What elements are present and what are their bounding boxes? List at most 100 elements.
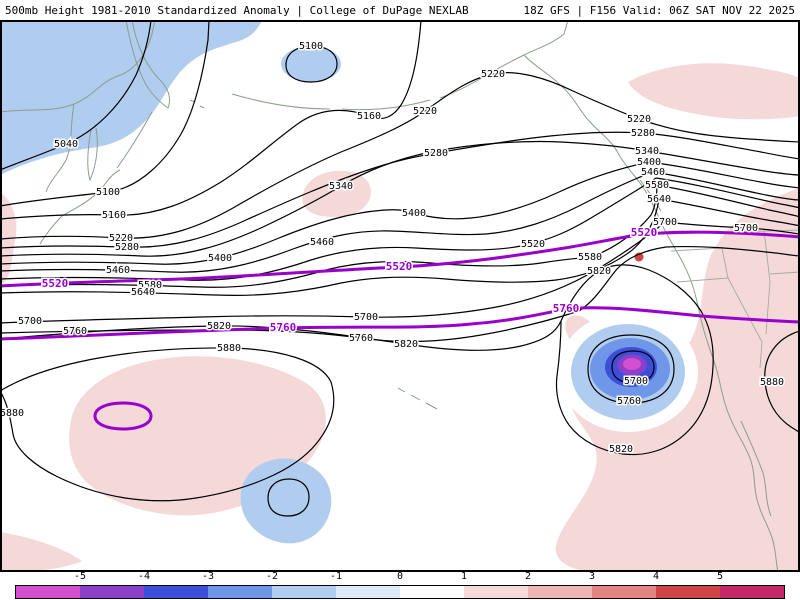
contour-label: 5460: [310, 237, 334, 248]
colorbar-segment: [656, 586, 720, 598]
climo-contour-5520: [0, 230, 800, 288]
climo-contour-label: 5760: [270, 321, 297, 334]
colorbar-tick-label: -1: [329, 571, 343, 582]
model-valid-time: 18Z GFS | F156 Valid: 06Z SAT NOV 22 202…: [523, 3, 795, 17]
colorbar-segment: [80, 586, 144, 598]
contour-label: 5760: [349, 333, 373, 344]
contour-label: 5700: [624, 376, 648, 387]
positive-anomaly-southwest-corner: [0, 532, 82, 572]
contour-5160: [0, 20, 422, 220]
contour-5400: [0, 161, 800, 265]
climo-contour-label: 5520: [386, 260, 413, 273]
colorbar: [15, 585, 785, 599]
contour-label: 5220: [627, 114, 651, 125]
commander-islands: [189, 99, 205, 109]
sakhalin-island: [87, 127, 98, 182]
contour-label: 5820: [587, 266, 611, 277]
contour-5340: [0, 140, 800, 257]
contour-label: 5580: [645, 180, 669, 191]
contour-label: 5880: [760, 377, 784, 388]
climo-closed-oval: [93, 401, 153, 431]
contour-label: 5820: [609, 444, 633, 455]
colorbar-tick-label: 4: [652, 571, 660, 582]
contour-label: 5220: [481, 69, 505, 80]
contour-label: 5460: [106, 265, 130, 276]
contour-5700-cutoff-ring: [611, 350, 655, 384]
contour-label: 5280: [631, 128, 655, 139]
colorbar-tick-label: 1: [460, 571, 468, 582]
contour-label: 5460: [641, 167, 665, 178]
contour-5220: [0, 72, 800, 240]
contour-label: 5700: [734, 223, 758, 234]
colorbar-tick-label: -5: [73, 571, 87, 582]
anomaly-shading: [0, 20, 800, 572]
colorbar-tick-label: -2: [265, 571, 279, 582]
contour-label: 5220: [413, 106, 437, 117]
contour-5880-closed-high: [0, 347, 335, 502]
contour-closed-south-central: [267, 478, 310, 517]
negative-anomaly-northwest-pacific: [0, 20, 262, 175]
hawaii-islands: [397, 387, 438, 410]
colorbar-segment: [528, 586, 592, 598]
alaska-coast: [523, 20, 619, 154]
contour-label: 5280: [115, 242, 139, 253]
contour-label: 5580: [138, 280, 162, 291]
siberia-coast: [0, 20, 156, 113]
colorbar-segment: [336, 586, 400, 598]
contour-5700: [0, 221, 800, 324]
colorbar-segment: [144, 586, 208, 598]
contour-label: 5340: [635, 146, 659, 157]
contour-label: 5820: [394, 339, 418, 350]
height-contours: [0, 20, 800, 517]
contour-label: 5640: [647, 194, 671, 205]
contour-label: 5100: [96, 187, 120, 198]
contour-label: 5700: [18, 316, 42, 327]
colorbar-segment: [208, 586, 272, 598]
contour-5820: [0, 264, 714, 456]
contour-label: 5520: [521, 239, 545, 250]
contour-label: 5580: [578, 252, 602, 263]
title-bar: 500mb Height 1981-2010 Standardized Anom…: [0, 0, 800, 20]
north-america-coast: [617, 152, 779, 572]
positive-anomaly-dateline-patch: [302, 170, 371, 217]
colorbar-tick-label: 5: [716, 571, 724, 582]
contour-label: 5700: [354, 312, 378, 323]
contour-5640: [0, 198, 800, 296]
contour-label: 5640: [131, 287, 155, 298]
contour-5580: [0, 184, 800, 288]
contour-label: 5100: [299, 41, 323, 52]
contour-label: 5160: [102, 210, 126, 221]
cutoff-low-core: [623, 358, 641, 370]
contour-label: 5220: [109, 233, 133, 244]
climo-contour-label: 5520: [631, 226, 658, 239]
colorbar-tick-label: 2: [524, 571, 532, 582]
colorbar-segment: [272, 586, 336, 598]
okhotsk-coast: [45, 103, 75, 193]
contour-label: 5280: [424, 148, 448, 159]
map-title: 500mb Height 1981-2010 Standardized Anom…: [5, 3, 469, 17]
contour-label: 5760: [63, 326, 87, 337]
colorbar-segment: [400, 586, 464, 598]
colorbar-segment: [592, 586, 656, 598]
contour-5100-closed-low: [285, 45, 338, 83]
contour-label: 5880: [217, 343, 241, 354]
positive-anomaly-left-edge: [0, 192, 17, 286]
climo-contour-label: 5520: [42, 277, 69, 290]
colorbar-tick-label: -4: [137, 571, 151, 582]
kuril-islands: [116, 111, 153, 169]
baja-california: [740, 420, 772, 517]
contour-label: 5400: [208, 253, 232, 264]
colorbar-segment: [16, 586, 80, 598]
contour-5760-cutoff-ring: [587, 334, 675, 404]
japan-coast: [61, 169, 121, 217]
negative-anomaly-aleutian-low: [281, 46, 341, 82]
contour-label: 5820: [207, 321, 231, 332]
vancouver-island: [639, 179, 662, 212]
contour-label: 5400: [402, 208, 426, 219]
kamchatka-peninsula: [125, 20, 171, 109]
climo-contour-5760: [0, 306, 800, 341]
contour-5460: [0, 171, 800, 273]
contour-5880-right: [764, 330, 800, 434]
contour-labels: 5040510051005160516052205220522052205280…: [0, 40, 786, 457]
